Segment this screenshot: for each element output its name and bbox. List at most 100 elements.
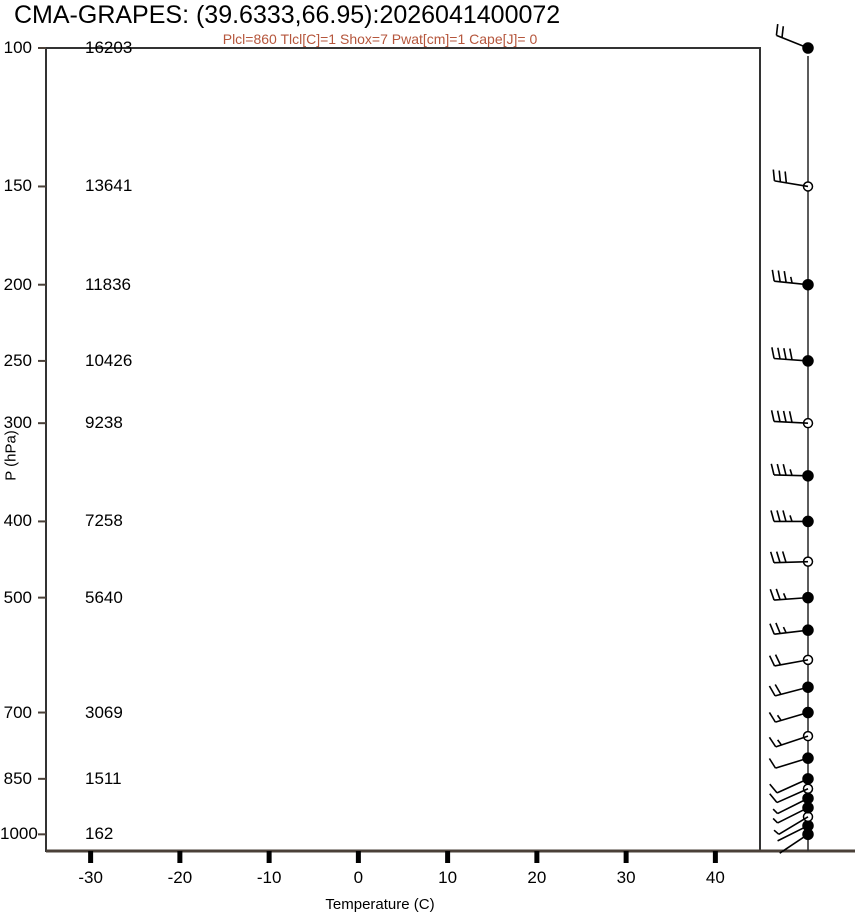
- temperature-tick-label: 0: [353, 868, 364, 887]
- wind-barb-half-feather: [777, 739, 783, 746]
- wind-barb-feather: [771, 347, 775, 359]
- wind-barb-shaft: [776, 788, 809, 804]
- wind-barb-feather: [783, 271, 787, 283]
- wind-barb-feather: [777, 270, 781, 282]
- wind-barb-shaft: [775, 711, 809, 723]
- pressure-tick-label: 700: [3, 702, 32, 722]
- wind-barb-feather: [770, 463, 775, 476]
- isotherm: [849, 48, 860, 851]
- wind-barb-shaft: [777, 806, 809, 824]
- wind-barb-shaft: [779, 833, 809, 854]
- pressure-tick-label: 1000: [0, 824, 38, 844]
- height-label: 9238: [85, 413, 123, 433]
- wind-barb-panel: [768, 23, 814, 854]
- height-label: 11836: [85, 274, 132, 294]
- wind-barb-half-feather: [789, 515, 793, 522]
- wind-barb-half-feather: [789, 469, 793, 476]
- height-label: 162: [85, 824, 114, 844]
- wind-barb-shaft: [774, 420, 809, 424]
- wind-barb-feather: [789, 348, 793, 360]
- height-label: 3069: [85, 702, 123, 722]
- wind-barb-feather: [769, 551, 775, 563]
- wind-barb-feather: [782, 410, 787, 423]
- wind-barb-feather: [776, 510, 781, 522]
- wind-barb-shaft: [776, 778, 809, 794]
- wind-barb-half-feather: [772, 808, 779, 815]
- wind-barb-feather: [768, 736, 777, 748]
- wind-barb-feather: [768, 758, 777, 769]
- wind-barb-feather: [783, 348, 787, 360]
- pressure-tick-label: 500: [3, 587, 32, 607]
- pressure-tick-label: 400: [3, 511, 32, 531]
- pressure-tick-label: 300: [3, 413, 32, 433]
- wind-barb-feather: [775, 622, 781, 634]
- wind-barb-shaft: [773, 474, 809, 477]
- wind-barb-feather: [774, 654, 782, 666]
- wind-barb-feather: [770, 510, 775, 522]
- wind-barb-feather: [768, 655, 776, 667]
- wind-barb-half-feather: [772, 817, 779, 824]
- wind-barb-half-feather: [782, 626, 787, 634]
- isotherm: [758, 48, 760, 851]
- wind-barb-feather: [775, 588, 781, 600]
- x-axis-label: Temperature (C): [325, 896, 435, 913]
- pressure-tick-label: 200: [3, 274, 32, 294]
- wind-barb-half-feather: [776, 714, 782, 721]
- wind-barb-feather: [771, 269, 775, 282]
- height-label: 1511: [85, 768, 122, 788]
- wind-barb-shaft: [777, 797, 809, 815]
- page-title: CMA-GRAPES: (39.6333,66.95):202604140007…: [14, 1, 561, 29]
- wind-barb-feather: [768, 685, 776, 697]
- pressure-tick-label: 150: [3, 176, 32, 196]
- wind-barb-half-feather: [773, 829, 780, 835]
- wind-barb-feather: [769, 783, 778, 794]
- wind-barb-feather: [782, 510, 787, 522]
- wind-barb-feather: [778, 170, 782, 182]
- wind-barb-feather: [768, 712, 777, 723]
- wind-barb-feather: [769, 589, 775, 601]
- height-label: 13641: [85, 176, 133, 196]
- wind-barb-feather: [784, 171, 788, 183]
- wind-barb-half-feather: [789, 276, 793, 284]
- dry-adiabat: [0, 55, 31, 851]
- wind-barb-feather: [776, 410, 781, 422]
- isotherm: [0, 48, 8, 851]
- wind-barb-feather: [788, 411, 793, 423]
- temperature-tick-label: 30: [616, 868, 636, 887]
- height-label: 7258: [85, 511, 123, 531]
- temperature-tick-label: 10: [438, 868, 458, 887]
- wind-barb-shaft: [776, 34, 809, 49]
- height-label: 5640: [85, 587, 123, 607]
- wind-barb-shaft: [777, 824, 809, 842]
- wind-barb-feather: [782, 463, 787, 476]
- pressure-tick-label: 100: [3, 38, 32, 57]
- wind-barb-feather: [774, 684, 782, 695]
- wind-barb-feather: [772, 169, 776, 181]
- wind-barb-shaft: [775, 735, 809, 748]
- wind-barb-feather: [775, 23, 779, 36]
- temperature-tick-label: -20: [167, 868, 193, 887]
- wind-barb-shaft: [774, 180, 809, 188]
- height-label: 10426: [85, 350, 133, 370]
- wind-barb-feather: [781, 551, 787, 563]
- temperature-tick-label: -30: [78, 868, 103, 887]
- wind-barb-half-feather: [782, 593, 787, 600]
- height-label: 16203: [85, 38, 133, 57]
- wind-barb-shaft: [775, 757, 809, 769]
- temperature-tick-label: 40: [705, 868, 725, 887]
- wind-barb-feather: [776, 463, 781, 476]
- pressure-tick-label: 250: [3, 350, 32, 370]
- wind-barb-feather: [775, 551, 781, 563]
- plot-frame: [45, 47, 761, 852]
- parcel-summary: Plcl=860 Tlcl[C]=1 Shox=7 Pwat[cm]=1 Cap…: [222, 31, 538, 47]
- wind-barb-feather: [781, 26, 785, 38]
- wind-barb-feather: [770, 410, 775, 422]
- temperature-tick-label: -10: [256, 868, 282, 887]
- wind-barb-feather: [769, 793, 778, 804]
- wind-barb-feather: [777, 347, 781, 360]
- temperature-tick-label: 20: [527, 868, 547, 887]
- pressure-tick-label: 850: [3, 768, 32, 788]
- wind-barb-feather: [769, 623, 775, 635]
- wind-barb-shaft: [778, 816, 809, 836]
